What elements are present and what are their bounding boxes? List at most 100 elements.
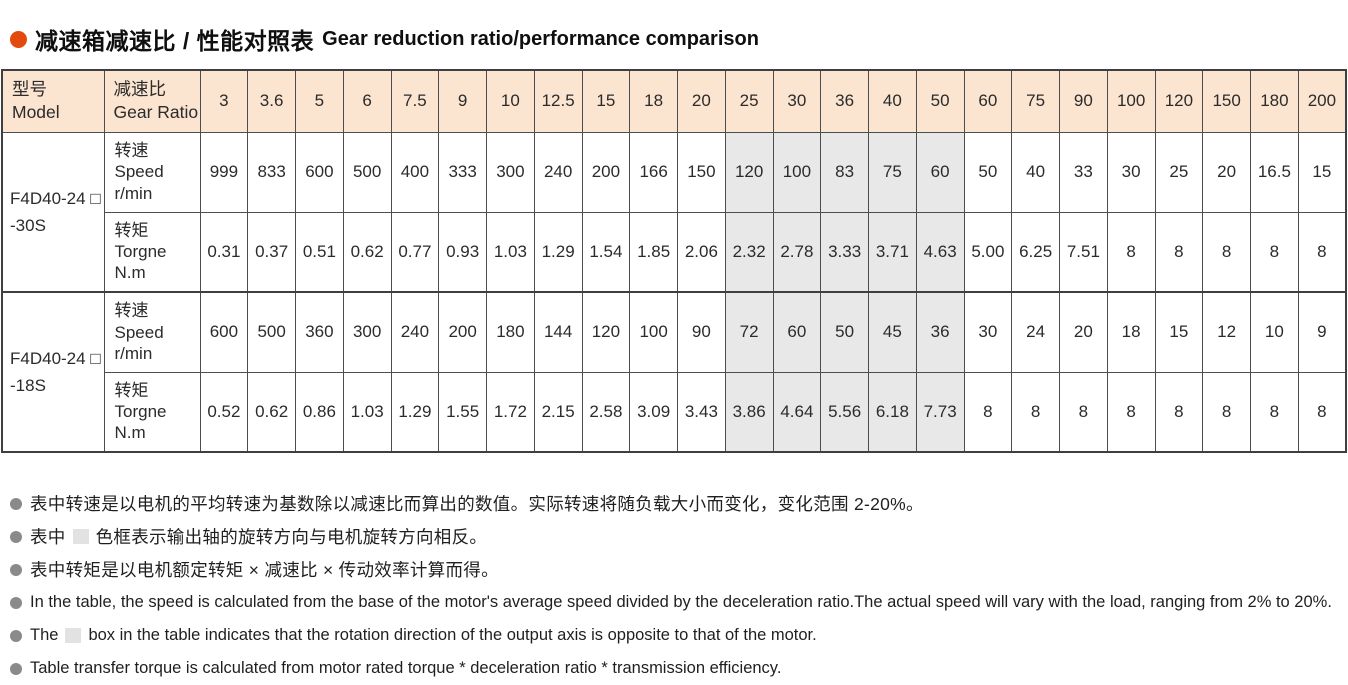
footnote-line: 表中 色框表示输出轴的旋转方向与电机旋转方向相反。: [10, 520, 1348, 553]
value-cell: 0.77: [390, 211, 440, 293]
model-line1: F4D40-24 □: [10, 348, 101, 368]
ratio-header-cell: 60: [963, 69, 1013, 133]
value-cell: 30: [1106, 131, 1156, 213]
row-label-cell: 转矩 Torgne N.m: [103, 211, 201, 293]
value-cell: 0.62: [342, 211, 392, 293]
ratio-header-cell: 150: [1202, 69, 1251, 133]
table-row: 转矩 Torgne N.m 0.52 0.62 0.86 1.03 1.29 1.55 1.72 2…: [2, 371, 1347, 453]
value-cell: 24: [1011, 291, 1060, 373]
value-cell: 50: [820, 291, 869, 373]
row-label-label_en: Speed: [114, 322, 164, 342]
value-cell: 3.09: [629, 371, 678, 453]
ratio-header-cell: 20: [677, 69, 726, 133]
value-cell: 0.51: [295, 211, 344, 293]
footnote-text: box in the table indicates that the rota…: [88, 626, 817, 644]
value-cell: 0.86: [295, 371, 344, 453]
row-label-label_unit: r/min: [114, 183, 153, 203]
value-cell: 2.78: [772, 211, 822, 293]
value-cell: 833: [247, 131, 296, 213]
value-cell: 8: [1011, 371, 1060, 453]
row-label-label_unit: N.m: [114, 263, 146, 283]
row-label-label_en: Torgne: [114, 242, 167, 262]
ratio-header-cell: 3.6: [247, 69, 296, 133]
footnote-text: In the table, the speed is calculated fr…: [30, 593, 1332, 611]
model-cell: F4D40-24 □ -18S: [1, 291, 105, 453]
page-title: 减速箱减速比 / 性能对照表 Gear reduction ratio/perf…: [0, 24, 1348, 54]
performance-table: 型号 Model 减速比 Gear Ratio 3 3.6 5 6 7.5 9 10 12.5 15 18…: [1, 69, 1347, 453]
value-cell: 999: [199, 131, 249, 213]
value-cell: 50: [963, 131, 1013, 213]
row-label-label_zh: 转速: [114, 141, 149, 161]
value-cell: 100: [772, 131, 822, 213]
value-cell: 166: [629, 131, 678, 213]
value-cell: 20: [1202, 131, 1251, 213]
value-cell: 15: [1297, 131, 1347, 213]
value-cell: 1.85: [629, 211, 678, 293]
value-cell: 8: [1250, 371, 1299, 453]
value-cell: 4.63: [915, 211, 965, 293]
row-label-label_zh: 转矩: [114, 380, 149, 400]
value-cell: 333: [438, 131, 487, 213]
ratio-header-cell: 36: [820, 69, 869, 133]
value-cell: 12: [1202, 291, 1251, 373]
row-label-label_zh: 转矩: [114, 220, 149, 240]
value-cell: 0.62: [247, 371, 296, 453]
table-row: F4D40-24 □ -30S 转速 Speed r/min 999 833 600 500 40…: [1, 131, 1347, 293]
value-cell: 300: [342, 291, 392, 373]
value-cell: 7.51: [1059, 211, 1108, 293]
value-cell: 18: [1106, 291, 1156, 373]
footnote-line: Table transfer torque is calculated from…: [10, 652, 1348, 685]
value-cell: 45: [868, 291, 917, 373]
table-body: F4D40-24 □ -30S 转速 Speed r/min 999 833 600 500 40…: [1, 131, 1347, 453]
value-cell: 1.03: [342, 371, 392, 453]
value-cell: 16.5: [1250, 131, 1299, 213]
value-cell: 7.73: [915, 371, 965, 453]
value-cell: 0.37: [247, 211, 296, 293]
value-cell: 400: [390, 131, 440, 213]
page-title-zh: 减速箱减速比 / 性能对照表: [35, 28, 315, 54]
value-cell: 33: [1059, 131, 1108, 213]
value-cell: 3.71: [868, 211, 917, 293]
reverse-rotation-swatch-icon: [72, 529, 89, 544]
value-cell: 100: [629, 291, 678, 373]
footnote-text: 表中转矩是以电机额定转矩 × 减速比 × 传动效率计算而得。: [30, 560, 499, 580]
table-row: 转矩 Torgne N.m 0.31 0.37 0.51 0.62 0.77 0.93 1.03 1…: [2, 211, 1347, 293]
note-bullet-icon: [10, 629, 22, 642]
ratio-header-cell: 180: [1250, 69, 1299, 133]
model-line2: -30S: [10, 215, 46, 235]
value-cell: 240: [533, 131, 583, 213]
row-label-label_en: Speed: [114, 162, 164, 182]
value-cell: 30: [963, 291, 1013, 373]
header-row: 型号 Model 减速比 Gear Ratio 3 3.6 5 6 7.5 9 10 12.5 15 18…: [1, 69, 1347, 133]
value-cell: 83: [820, 131, 869, 213]
value-cell: 0.93: [438, 211, 487, 293]
row-label-label_unit: N.m: [114, 423, 146, 443]
value-cell: 8: [1106, 371, 1156, 453]
value-cell: 8: [1297, 371, 1347, 453]
model-line2: -18S: [10, 376, 46, 395]
value-cell: 1.54: [581, 211, 631, 293]
value-cell: 60: [772, 291, 822, 373]
value-cell: 8: [1059, 371, 1108, 453]
ratio-header-cell: 6: [342, 69, 392, 133]
value-cell: 600: [199, 291, 249, 373]
note-bullet-icon: [10, 530, 22, 543]
ratio-header-cell: 120: [1154, 69, 1204, 133]
value-cell: 1.29: [533, 211, 583, 293]
value-cell: 1.72: [486, 371, 535, 453]
value-cell: 144: [533, 291, 583, 373]
value-cell: 9: [1297, 291, 1347, 373]
value-cell: 72: [724, 291, 774, 373]
title-bullet-icon: [10, 30, 27, 48]
note-bullet-icon: [10, 596, 22, 609]
value-cell: 3.86: [724, 371, 774, 453]
ratio-header-cell: 15: [581, 69, 631, 133]
ratio-header-cell: 100: [1106, 69, 1156, 133]
ratio-header-cell: 90: [1059, 69, 1108, 133]
value-cell: 8: [1154, 211, 1204, 293]
value-cell: 8: [1154, 371, 1204, 453]
value-cell: 6.25: [1011, 211, 1060, 293]
value-cell: 8: [963, 371, 1013, 453]
value-cell: 40: [1011, 131, 1060, 213]
